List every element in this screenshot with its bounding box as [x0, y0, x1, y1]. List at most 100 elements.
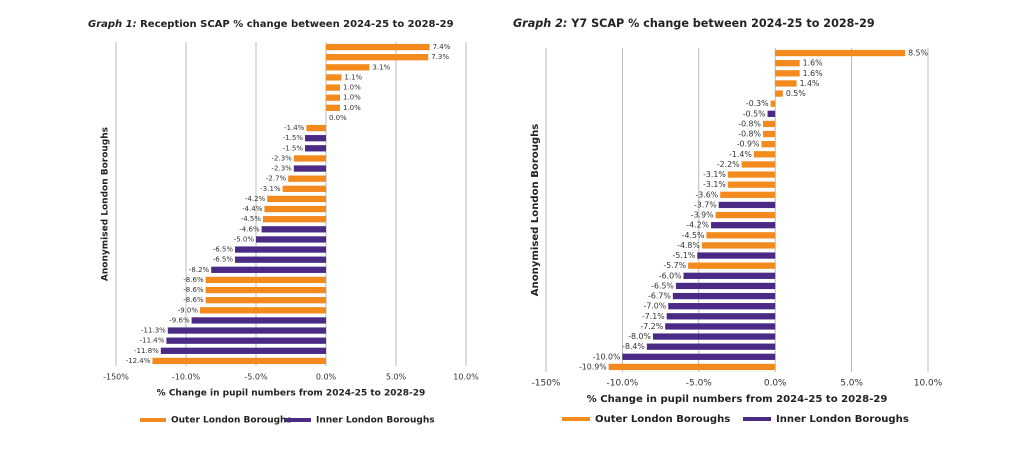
value-label: -8.2% [189, 266, 210, 274]
value-label: -2.3% [271, 154, 292, 162]
value-label: 7.4% [433, 43, 451, 51]
value-label: 1.6% [803, 69, 823, 78]
value-label: -8.6% [183, 286, 204, 294]
legend-label: Outer London Boroughs [171, 416, 292, 426]
value-label: -4.6% [239, 225, 260, 233]
value-label: -7.0% [644, 302, 667, 311]
x-tick-label: -5.0% [244, 373, 268, 382]
value-label: -2.2% [717, 160, 740, 169]
bar [775, 90, 783, 97]
value-label: -11.3% [141, 327, 166, 335]
bar [718, 201, 776, 209]
value-label: -9.0% [178, 306, 199, 314]
value-label: -10.0% [593, 352, 621, 361]
bar [646, 343, 776, 350]
bar [326, 54, 429, 61]
chart-title: Graph 1: Reception SCAP % change between… [88, 19, 454, 30]
x-tick-label: -5.0% [686, 379, 712, 389]
bar [326, 104, 340, 111]
bar [753, 151, 776, 158]
bar [326, 94, 340, 101]
bar [293, 165, 326, 172]
x-tick-label: -10.0% [607, 379, 639, 389]
value-label: 0.5% [786, 89, 806, 98]
value-label: 1.0% [343, 84, 361, 92]
bar [741, 161, 776, 168]
bar [683, 272, 776, 279]
value-label: -0.8% [738, 130, 761, 139]
value-label: -6.5% [213, 246, 234, 254]
bar [211, 266, 326, 273]
value-label: 1.0% [343, 94, 361, 102]
x-tick-label: 10.0% [914, 379, 943, 389]
bar [727, 181, 776, 188]
value-label: -4.4% [242, 205, 263, 213]
value-label: 3.1% [372, 63, 390, 71]
value-label: -1.5% [283, 144, 304, 152]
bar [305, 145, 326, 152]
bar [720, 191, 776, 198]
value-label: -5.1% [673, 251, 696, 260]
value-label: -8.4% [622, 342, 645, 351]
x-tick-label: -150% [103, 373, 129, 382]
bar [306, 124, 326, 132]
value-label: -1.5% [283, 134, 304, 142]
bar [205, 297, 326, 304]
chart: Graph 1: Reception SCAP % change between… [88, 19, 479, 426]
bar [697, 252, 776, 259]
bar [305, 135, 326, 142]
x-tick-label: 5.0% [386, 373, 407, 382]
x-tick-label: 10.0% [453, 373, 479, 382]
bar [282, 185, 326, 192]
value-label: -3.1% [260, 185, 281, 193]
legend-label: Inner London Boroughs [776, 414, 909, 425]
x-tick-label: -10.0% [172, 373, 201, 382]
bar [191, 317, 326, 324]
bar [264, 205, 326, 213]
value-label: -4.2% [245, 195, 266, 203]
value-label: -6.7% [648, 292, 671, 301]
value-label: -2.7% [266, 175, 287, 183]
bar [701, 242, 776, 249]
bar [761, 141, 776, 148]
x-axis-label: % Change in pupil numbers from 2024-25 t… [587, 394, 888, 405]
bar [727, 171, 776, 178]
value-label: -4.5% [241, 215, 262, 223]
value-label: -7.2% [640, 322, 663, 331]
value-label: 0.0% [329, 114, 347, 122]
bar [706, 232, 776, 239]
chart: Graph 2: Y7 SCAP % change between 2024-2… [513, 17, 943, 425]
value-label: 1.1% [344, 73, 362, 81]
x-axis-label: % Change in pupil numbers from 2024-25 t… [157, 389, 426, 399]
chart-title: Graph 2: Y7 SCAP % change between 2024-2… [513, 17, 875, 30]
x-tick-label: -150% [532, 379, 561, 389]
bar [235, 246, 326, 253]
bar [762, 130, 776, 138]
bar [668, 303, 776, 310]
x-tick-label: 0.0% [764, 379, 787, 389]
value-label: -11.8% [134, 347, 159, 355]
value-label: 1.4% [800, 79, 820, 88]
value-label: -3.1% [703, 180, 726, 189]
value-label: -9.6% [169, 316, 190, 324]
bar [775, 49, 906, 57]
value-label: 1.6% [803, 59, 823, 68]
value-label: -6.5% [651, 281, 674, 290]
value-label: -0.5% [743, 109, 766, 118]
bar [235, 256, 326, 263]
value-label: 7.3% [431, 53, 449, 61]
bar [688, 262, 776, 269]
value-label: 1.0% [343, 104, 361, 112]
value-label: 8.5% [908, 49, 928, 58]
x-tick-label: 0.0% [316, 373, 337, 382]
title-text: Y7 SCAP % change between 2024-25 to 2028… [570, 17, 875, 30]
bar [775, 60, 800, 67]
bar [293, 155, 326, 162]
value-label: -10.9% [579, 362, 607, 371]
bar [256, 236, 326, 243]
bar [326, 84, 340, 91]
value-label: -0.3% [746, 99, 769, 108]
value-label: -1.4% [284, 124, 305, 132]
bar [665, 323, 776, 330]
